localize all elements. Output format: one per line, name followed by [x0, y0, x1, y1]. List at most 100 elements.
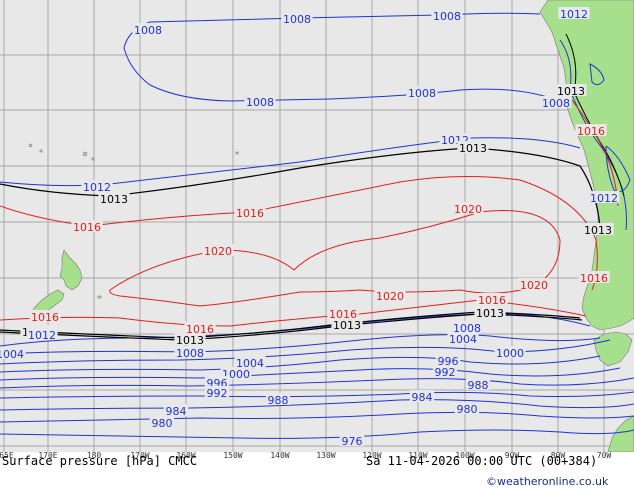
lon-tick-label: 180	[87, 451, 102, 460]
isobar-label-bg	[494, 346, 526, 358]
new-zealand-north	[59, 249, 83, 291]
isobar-label-bg	[29, 310, 61, 322]
isobar-label: 1013	[557, 85, 585, 98]
isobar-label: 1012	[590, 192, 618, 205]
isobar-label-bg	[327, 307, 359, 319]
lon-tick-label: 150W	[223, 451, 242, 460]
isobar-label-bg	[149, 416, 175, 428]
isobar	[0, 377, 634, 389]
isobar-label-bg	[26, 328, 58, 340]
isobar-label: 1016	[329, 308, 357, 321]
isobar-label: 1020	[520, 279, 548, 292]
isobar	[0, 334, 601, 355]
isobar-label: 1008	[453, 322, 481, 335]
isobar-label: 1020	[204, 245, 232, 258]
isobar-label-bg	[409, 390, 435, 402]
isobar-label: 1016	[577, 125, 605, 138]
isobar-label-bg	[465, 378, 491, 390]
isobar-label-bg	[204, 376, 230, 388]
antarctic-peninsula	[607, 415, 634, 453]
isobar-label-bg	[98, 192, 130, 204]
isobar-label: 1013	[176, 334, 204, 347]
isobar-label-bg	[163, 404, 189, 416]
lon-tick-label: 170E	[38, 451, 57, 460]
terrain-contours	[559, 33, 631, 231]
island	[82, 151, 88, 157]
isobar	[0, 355, 601, 373]
isobar-label-bg	[331, 318, 363, 330]
isobar-label: 1012	[83, 181, 111, 194]
isobar-label-bg	[234, 356, 266, 368]
isobar-label-bg	[244, 95, 276, 107]
isobar-label-bg	[558, 7, 590, 19]
isobar-label-bg	[454, 402, 480, 414]
isobar-label: 1008	[134, 24, 162, 37]
isobar-label: 1004	[0, 348, 24, 361]
isobar-label-bg	[518, 278, 550, 290]
isobar	[0, 411, 634, 423]
isobar-label-bg	[476, 293, 508, 305]
isobar-label: 1008	[283, 13, 311, 26]
isobar-label: 1020	[454, 203, 482, 216]
valid-time: Sa 11-04-2026 00:00 UTC (00+384)	[366, 454, 597, 468]
isobar-label: 1016	[478, 294, 506, 307]
isobar-label-bg	[447, 332, 479, 344]
ocean-area	[0, 0, 634, 452]
terrain-contour	[559, 39, 627, 231]
lon-tick-label: 100W	[455, 451, 474, 460]
isobar-label: 988	[468, 379, 489, 392]
isobar-label-bg	[265, 393, 291, 405]
isobar-label: 1004	[449, 333, 477, 346]
longitude-axis: 165E 170E 180 170W 160W 150W 140W 130W 120W 110W 1…	[0, 451, 611, 460]
isobar-label: 1013	[476, 307, 504, 320]
lon-tick-label: 70W	[597, 451, 612, 460]
lon-tick-label: 140W	[270, 451, 289, 460]
isobar-label: 1013	[459, 142, 487, 155]
isobar-label: 984	[166, 405, 187, 418]
isobar	[0, 391, 634, 399]
lon-tick-label: 80W	[551, 451, 566, 460]
isobar-label: 1004	[236, 357, 264, 370]
island	[235, 151, 239, 155]
terrain-contour	[605, 145, 631, 193]
isobar-label-bg	[374, 289, 406, 301]
isobar-label: 1008	[408, 87, 436, 100]
isobar-label-bg	[432, 365, 458, 377]
isobar-label-bg	[202, 244, 234, 256]
island	[28, 143, 33, 148]
isobar-label: 1008	[542, 97, 570, 110]
isobar	[0, 429, 634, 439]
isobar-label-bg	[81, 180, 113, 192]
isobar-label-bg	[339, 434, 365, 446]
isobar-label: 1016	[73, 221, 101, 234]
terrain-contour	[565, 33, 625, 197]
isobar-label: 1012	[28, 329, 56, 342]
isobar-label: 1013	[584, 224, 612, 237]
isobar-label-bg	[540, 96, 572, 108]
isobar-label-bg	[71, 220, 103, 232]
isobar-label-bg	[174, 333, 206, 345]
isobar-label: 1012	[560, 8, 588, 21]
isobar-label-bg	[582, 223, 614, 235]
isobar-label: 992	[435, 366, 456, 379]
isobar-label: 980	[152, 417, 173, 430]
isobar-label-bg	[204, 386, 230, 398]
terrain-contour	[571, 99, 619, 207]
chatham-islands	[97, 295, 102, 299]
isobar-label-bg	[174, 346, 206, 358]
lon-tick-label: 130W	[316, 451, 335, 460]
isobar-label: 1008	[246, 96, 274, 109]
isobar-label-bg	[0, 347, 26, 359]
isobar-label: 988	[268, 394, 289, 407]
isobar-label: 980	[457, 403, 478, 416]
footer-band	[0, 452, 634, 490]
isobar-label: 976	[342, 435, 363, 448]
isobar-label: 1016	[186, 323, 214, 336]
isobar-label-bg	[555, 84, 587, 96]
isobar-label-bg	[184, 322, 216, 334]
isobar-labels: 1008 1008 1008 1008 1008 1008 1012 1012 1012 1012…	[0, 7, 620, 448]
island	[91, 157, 95, 161]
lon-tick-label: 170W	[130, 451, 149, 460]
isobar	[0, 399, 634, 411]
